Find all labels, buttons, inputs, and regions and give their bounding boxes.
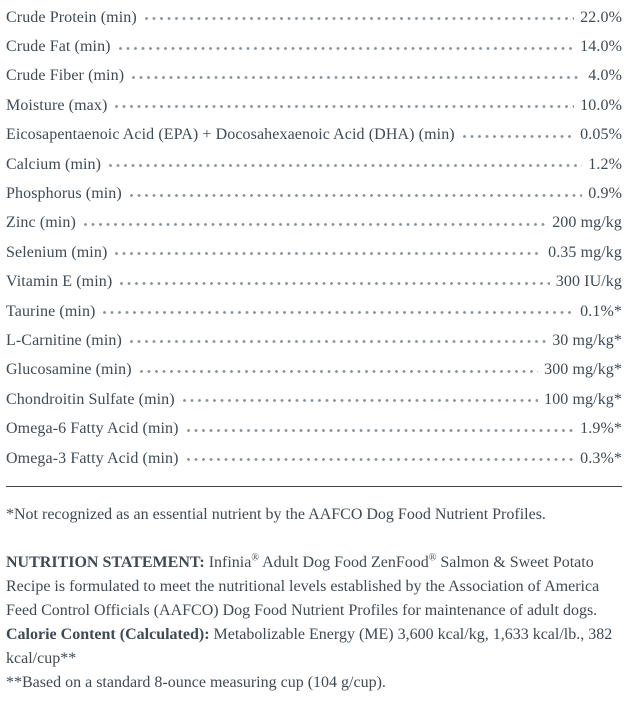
dot-leader	[182, 399, 539, 403]
nutrition-statement-label: NUTRITION STATEMENT:	[6, 554, 205, 572]
nutrient-value: 0.1%*	[580, 302, 622, 320]
dot-leader	[118, 46, 575, 50]
nutrient-label: Crude Protein (min)	[6, 8, 137, 26]
nutrient-label: Eicosapentaenoic Acid (EPA) + Docosahexa…	[6, 126, 455, 144]
nutrient-row: Crude Fat (min) 14.0%	[6, 32, 622, 61]
dot-leader	[103, 311, 575, 315]
dot-leader	[462, 134, 575, 138]
dot-leader	[83, 222, 547, 226]
nutrient-value: 200 mg/kg	[552, 214, 622, 232]
nutrient-label: Zinc (min)	[6, 214, 76, 232]
nutrient-row: Omega-6 Fatty Acid (min) 1.9%*	[6, 414, 622, 443]
nutrient-value: 0.3%*	[580, 449, 622, 467]
nutrient-value: 0.35 mg/kg	[548, 243, 622, 261]
dot-leader	[132, 75, 583, 79]
nutrient-value: 4.0%	[588, 67, 622, 85]
nutrient-label: Taurine (min)	[6, 302, 96, 320]
registered-trademark-icon: ®	[251, 552, 259, 564]
dot-leader	[186, 458, 575, 462]
nutrient-value: 0.9%	[588, 185, 622, 203]
nutrient-row: Eicosapentaenoic Acid (EPA) + Docosahexa…	[6, 121, 622, 150]
nutrition-statement: NUTRITION STATEMENT: Infinia® Adult Dog …	[6, 551, 622, 623]
double-asterisk-footnote: **Based on a standard 8-ounce measuring …	[6, 674, 386, 692]
nutrient-row: Selenium (min) 0.35 mg/kg	[6, 238, 622, 267]
dot-leader	[186, 428, 575, 432]
dot-leader	[115, 105, 575, 109]
guaranteed-analysis-panel: Crude Protein (min) 22.0% Crude Fat (min…	[6, 3, 622, 695]
nutrient-label: Crude Fat (min)	[6, 38, 111, 56]
nutrition-statement-rest: Salmon & Sweet Potato Recipe is formulat…	[6, 554, 600, 620]
nutrient-label: Calcium (min)	[6, 155, 102, 173]
nutrient-row: Chondroitin Sulfate (min) 100 mg/kg*	[6, 385, 622, 414]
nutrient-value: 30 mg/kg*	[552, 331, 622, 349]
registered-trademark-icon: ®	[428, 552, 437, 564]
dot-leader	[144, 17, 575, 21]
nutrient-label: Phosphorus (min)	[6, 185, 122, 203]
nutrient-row: Taurine (min) 0.1%*	[6, 297, 622, 326]
nutrient-row: L-Carnitine (min) 30 mg/kg*	[6, 326, 622, 355]
calorie-content-statement: Calorie Content (Calculated): Metaboliza…	[6, 623, 622, 671]
nutrition-statement-brand: Infinia	[204, 554, 252, 572]
nutrient-row: Moisture (max) 10.0%	[6, 91, 622, 120]
nutrient-label: Chondroitin Sulfate (min)	[6, 390, 175, 408]
nutrient-label: Glucosamine (min)	[6, 361, 132, 379]
nutrient-label: Moisture (max)	[6, 96, 108, 114]
nutrient-value: 10.0%	[580, 96, 622, 114]
nutrient-row: Glucosamine (min) 300 mg/kg*	[6, 356, 622, 385]
dot-leader	[129, 193, 583, 197]
nutrient-label: Omega-6 Fatty Acid (min)	[6, 420, 179, 438]
nutrient-row: Calcium (min) 1.2%	[6, 150, 622, 179]
nutrient-label: Selenium (min)	[6, 243, 108, 261]
dot-leader	[129, 340, 547, 344]
nutrient-label: Omega-3 Fatty Acid (min)	[6, 449, 179, 467]
asterisk-footnote: *Not recognized as an essential nutrient…	[6, 506, 546, 524]
nutrition-statement-middle: Adult Dog Food ZenFood	[258, 554, 429, 572]
nutrient-label: Vitamin E (min)	[6, 273, 113, 291]
dot-leader	[109, 164, 583, 168]
dot-leader	[139, 369, 539, 373]
nutrient-value: 14.0%	[580, 38, 622, 56]
nutrient-row: Vitamin E (min) 300 IU/kg	[6, 268, 622, 297]
nutrient-value: 1.2%	[588, 155, 622, 173]
nutrient-row: Crude Protein (min) 22.0%	[6, 3, 622, 32]
dot-leader	[120, 281, 550, 285]
nutrition-text-block: NUTRITION STATEMENT: Infinia® Adult Dog …	[6, 551, 622, 695]
dot-leader	[115, 252, 543, 256]
section-divider	[6, 486, 622, 488]
calorie-content-label: Calorie Content (Calculated):	[6, 626, 210, 644]
nutrient-label: L-Carnitine (min)	[6, 331, 122, 349]
nutrient-row: Zinc (min) 200 mg/kg	[6, 209, 622, 238]
nutrient-value: 22.0%	[580, 8, 622, 26]
nutrient-value: 1.9%*	[580, 420, 622, 438]
nutrient-value: 300 mg/kg*	[544, 361, 622, 379]
nutrient-value: 300 IU/kg	[555, 273, 622, 291]
nutrient-row: Omega-3 Fatty Acid (min) 0.3%*	[6, 444, 622, 473]
nutrient-value: 100 mg/kg*	[544, 390, 622, 408]
nutrient-value: 0.05%	[580, 126, 622, 144]
nutrient-label: Crude Fiber (min)	[6, 67, 125, 85]
guaranteed-analysis-table: Crude Protein (min) 22.0% Crude Fat (min…	[6, 3, 622, 473]
calorie-content-text: Metabolizable Energy (ME) 3,600 kcal/kg,…	[6, 626, 613, 668]
nutrient-row: Crude Fiber (min) 4.0%	[6, 62, 622, 91]
nutrient-row: Phosphorus (min) 0.9%	[6, 179, 622, 208]
